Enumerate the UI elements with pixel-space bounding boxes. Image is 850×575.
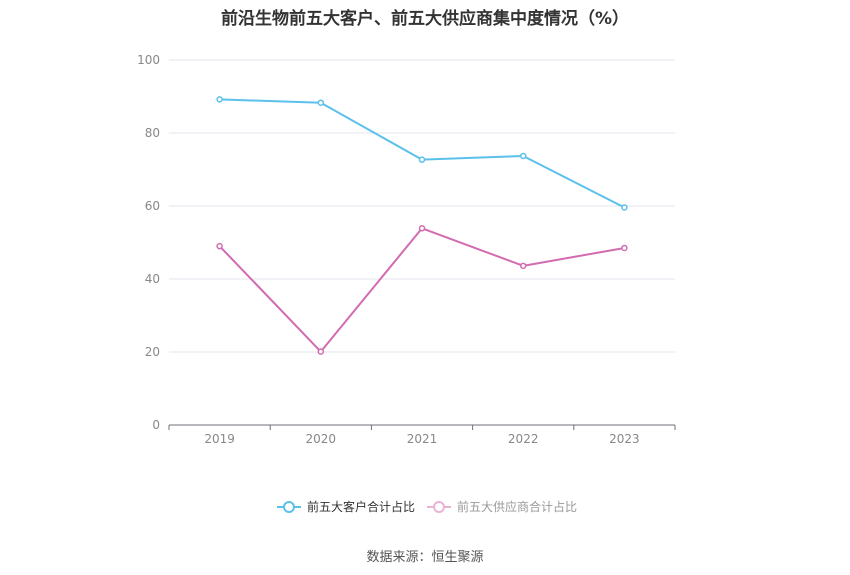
y-tick-label: 60 <box>145 199 160 213</box>
data-point[interactable] <box>418 156 426 163</box>
x-tick-label: 2022 <box>508 432 539 446</box>
legend-marker-icon <box>283 501 295 513</box>
y-tick-label: 100 <box>137 53 160 67</box>
data-point[interactable] <box>621 204 628 211</box>
y-tick-label: 20 <box>145 345 160 359</box>
x-tick-label: 2023 <box>609 432 640 446</box>
series-line-1 <box>219 98 625 209</box>
y-axis-tick-labels: 0 20 40 60 80 100 <box>137 53 160 432</box>
data-point[interactable] <box>216 96 223 103</box>
data-point[interactable] <box>519 262 527 270</box>
y-tick-label: 40 <box>145 272 160 286</box>
x-axis: 2019 2020 2021 2022 2023 <box>168 424 676 446</box>
series-line-2 <box>218 227 625 353</box>
x-tick-label: 2020 <box>306 432 337 446</box>
legend-item-2[interactable]: 前五大供应商合计占比 <box>427 499 577 514</box>
data-point[interactable] <box>317 99 325 106</box>
y-tick-label: 80 <box>145 126 160 140</box>
data-point[interactable] <box>418 225 426 232</box>
x-tick-label: 2019 <box>204 432 235 446</box>
legend[interactable]: 前五大客户合计占比 前五大供应商合计占比 <box>277 499 577 514</box>
chart-title: 前沿生物前五大客户、前五大供应商集中度情况（%） <box>220 9 630 29</box>
grid-lines <box>169 59 675 353</box>
data-source: 数据来源：恒生聚源 <box>366 550 484 565</box>
data-point[interactable] <box>216 242 223 250</box>
y-tick-label: 0 <box>152 418 160 432</box>
legend-marker-icon <box>433 501 445 513</box>
legend-label: 前五大供应商合计占比 <box>457 499 577 514</box>
data-point[interactable] <box>621 244 628 252</box>
data-point[interactable] <box>519 152 527 160</box>
legend-item-1[interactable]: 前五大客户合计占比 <box>277 499 415 514</box>
series-layer <box>216 96 628 355</box>
data-point[interactable] <box>317 348 325 355</box>
legend-label: 前五大客户合计占比 <box>307 499 415 514</box>
x-tick-label: 2021 <box>407 432 438 446</box>
